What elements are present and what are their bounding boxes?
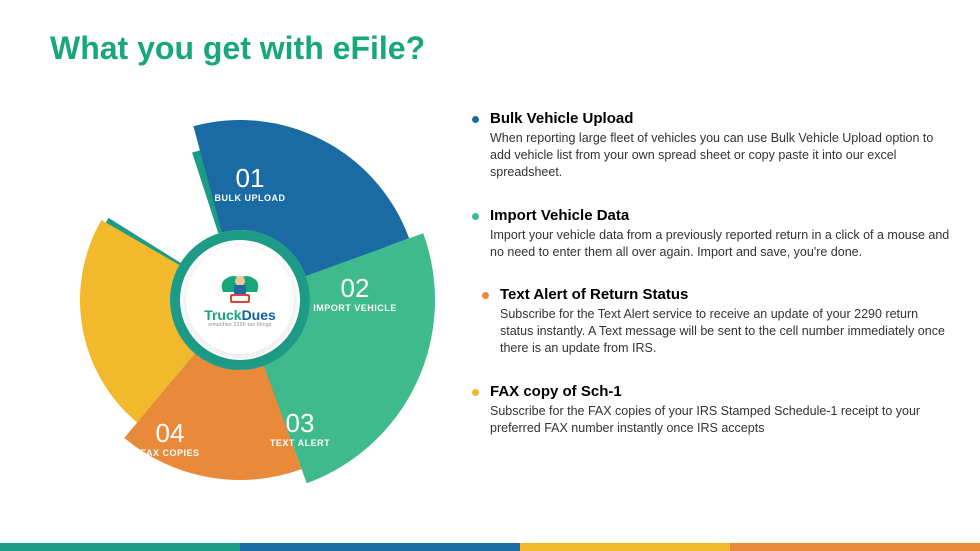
bullet-icon <box>472 116 479 123</box>
bullet-icon <box>472 389 479 396</box>
logo-ring: TruckDues simplifies 2290 tax filings <box>170 230 310 370</box>
bullet-icon <box>482 292 489 299</box>
logo-disc: TruckDues simplifies 2290 tax filings <box>186 246 294 354</box>
logo-hero-icon <box>219 272 261 306</box>
feature-title: Text Alert of Return Status <box>500 286 950 303</box>
feature-item-4: FAX copy of Sch-1 Subscribe for the FAX c… <box>490 383 950 437</box>
page-title: What you get with eFile? <box>50 30 425 67</box>
feature-item-1: Bulk Vehicle Upload When reporting large … <box>490 110 950 181</box>
bottom-accent-bar <box>0 543 980 551</box>
accent-segment <box>730 543 980 551</box>
feature-list: Bulk Vehicle Upload When reporting large … <box>490 110 950 463</box>
feature-description: Subscribe for the FAX copies of your IRS… <box>490 403 950 437</box>
logo-text: TruckDues <box>204 308 276 322</box>
feature-item-3: Text Alert of Return Status Subscribe for… <box>500 286 950 357</box>
feature-description: Subscribe for the Text Alert service to … <box>500 306 950 357</box>
efile-donut-chart: TruckDues simplifies 2290 tax filings 01… <box>40 100 440 500</box>
feature-title: Import Vehicle Data <box>490 207 950 224</box>
accent-segment <box>0 543 260 551</box>
bullet-icon <box>472 213 479 220</box>
feature-title: FAX copy of Sch-1 <box>490 383 950 400</box>
feature-description: Import your vehicle data from a previous… <box>490 227 950 261</box>
feature-item-2: Import Vehicle Data Import your vehicle d… <box>490 207 950 261</box>
accent-segment <box>520 543 750 551</box>
logo-subtext: simplifies 2290 tax filings <box>208 322 271 328</box>
feature-description: When reporting large fleet of vehicles y… <box>490 130 950 181</box>
feature-title: Bulk Vehicle Upload <box>490 110 950 127</box>
accent-segment <box>240 543 540 551</box>
